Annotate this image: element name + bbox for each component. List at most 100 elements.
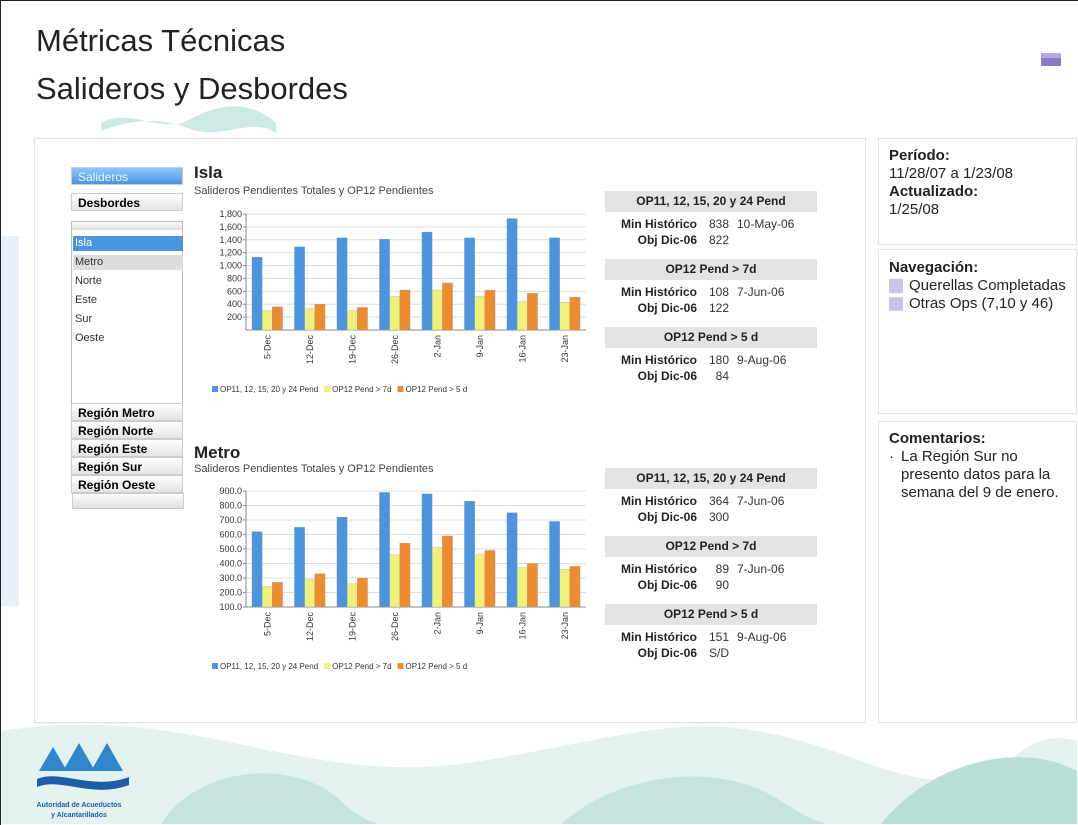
bar: [379, 492, 389, 607]
region-tab[interactable]: Región Metro: [71, 403, 183, 421]
bar: [507, 513, 517, 607]
tab[interactable]: Desbordes: [71, 193, 183, 211]
bar: [400, 543, 410, 607]
region-tab[interactable]: Región Norte: [71, 421, 183, 439]
list-item[interactable]: Este: [73, 293, 183, 308]
bar: [272, 582, 282, 607]
bar: [390, 555, 400, 607]
stats-cell: Min Histórico: [605, 561, 697, 577]
scroll-down[interactable]: [72, 493, 184, 509]
bar: [422, 494, 432, 607]
y-tick-label: 1,600: [219, 222, 242, 232]
stats-cell: 89: [697, 561, 729, 577]
stats-cell: 364: [697, 493, 729, 509]
y-tick-label: 500.0: [219, 544, 242, 554]
stats-row: Obj Dic-06122: [605, 300, 835, 316]
stats-cell: 90: [697, 577, 729, 593]
stats-cell: 300: [697, 509, 729, 525]
list-item[interactable]: Isla: [73, 236, 183, 251]
x-tick-label: 12-Dec: [305, 612, 315, 642]
stats-cell: 838: [697, 216, 729, 232]
region-tab[interactable]: Región Sur: [71, 457, 183, 475]
stats-cell: S/D: [697, 645, 729, 661]
stats-cell: 84: [697, 368, 729, 384]
stats-cell: Min Histórico: [605, 284, 697, 300]
comments-title: Comentarios:: [889, 430, 1069, 448]
x-tick-label: 23-Jan: [560, 335, 570, 363]
stats-cell: 10-May-06: [729, 216, 794, 232]
stats-row: Obj Dic-06S/D: [605, 645, 835, 661]
stats-cell: 108: [697, 284, 729, 300]
stats-header: OP11, 12, 15, 20 y 24 Pend: [605, 191, 817, 212]
nav-icon: [889, 297, 903, 311]
bar: [294, 247, 304, 330]
footer-org: Autoridad de Acueductos: [37, 802, 122, 809]
stats-header: OP12 Pend > 5 d: [605, 327, 817, 348]
y-tick-label: 800: [227, 273, 242, 283]
stats-cell: 122: [697, 300, 729, 316]
bar: [464, 238, 474, 330]
list-item[interactable]: Sur: [73, 312, 183, 327]
bar: [560, 302, 570, 330]
legend-label: OP12 Pend > 7d: [332, 385, 391, 394]
x-tick-label: 2-Jan: [432, 335, 442, 358]
stats-cell: 7-Jun-06: [729, 493, 784, 509]
nav-link[interactable]: Querellas Completadas: [889, 277, 1069, 295]
y-tick-label: 600: [227, 286, 242, 296]
chart: 2004006008001,0001,2001,4001,6001,8005-D…: [194, 206, 594, 401]
stats-row: Min Histórico3647-Jun-06: [605, 493, 835, 509]
x-tick-label: 26-Dec: [390, 335, 400, 365]
footer-org: y Alcantarillados: [51, 812, 107, 819]
bar: [527, 293, 537, 330]
bar: [262, 311, 272, 330]
list-item[interactable]: Metro: [73, 255, 183, 270]
stats-cell: Min Histórico: [605, 629, 697, 645]
stats-header: OP12 Pend > 7d: [605, 536, 817, 557]
bar: [442, 283, 452, 330]
bar: [570, 297, 580, 330]
stats-row: Min Histórico1087-Jun-06: [605, 284, 835, 300]
bar: [347, 584, 357, 607]
tab[interactable]: Salideros: [71, 167, 183, 185]
x-tick-label: 5-Dec: [262, 612, 272, 637]
legend-swatch: [324, 663, 330, 669]
bar: [464, 501, 474, 607]
legend-label: OP12 Pend > 5 d: [406, 385, 468, 394]
x-tick-label: 23-Jan: [560, 612, 570, 640]
page-subtitle: Salideros y Desbordes: [36, 71, 348, 107]
legend-label: OP12 Pend > 7d: [332, 662, 391, 671]
bar: [517, 302, 527, 330]
bar: [400, 290, 410, 330]
x-tick-label: 19-Dec: [347, 335, 357, 365]
x-tick-label: 26-Dec: [390, 612, 400, 642]
y-tick-label: 800.0: [219, 501, 242, 511]
nav-icon: [889, 279, 903, 293]
y-tick-label: 1,400: [219, 235, 242, 245]
stats-cell: 180: [697, 352, 729, 368]
stats-cell: Min Histórico: [605, 216, 697, 232]
updated-value: 1/25/08: [889, 201, 1069, 219]
nav-link[interactable]: Otras Ops (7,10 y 46): [889, 295, 1069, 313]
bar: [262, 587, 272, 607]
updated-label: Actualizado:: [889, 183, 1069, 201]
x-tick-label: 9-Jan: [475, 335, 485, 358]
region-tab[interactable]: Región Oeste: [71, 475, 183, 493]
stats-header: OP12 Pend > 7d: [605, 259, 817, 280]
bar: [422, 232, 432, 330]
page-title: Métricas Técnicas: [36, 23, 285, 59]
region-tab[interactable]: Región Este: [71, 439, 183, 457]
list-item[interactable]: Oeste: [73, 331, 183, 346]
y-tick-label: 900.0: [219, 486, 242, 496]
x-tick-label: 19-Dec: [347, 612, 357, 642]
stats-cell: 9-Aug-06: [729, 629, 786, 645]
bar: [315, 304, 325, 330]
stats-header: OP11, 12, 15, 20 y 24 Pend: [605, 468, 817, 489]
x-tick-label: 5-Dec: [262, 335, 272, 360]
scroll-up[interactable]: [72, 222, 182, 230]
list-item[interactable]: Norte: [73, 274, 183, 289]
legend-swatch: [398, 386, 404, 392]
bar: [475, 555, 485, 607]
chart: 100.0200.0300.0400.0500.0600.0700.0800.0…: [194, 483, 594, 678]
